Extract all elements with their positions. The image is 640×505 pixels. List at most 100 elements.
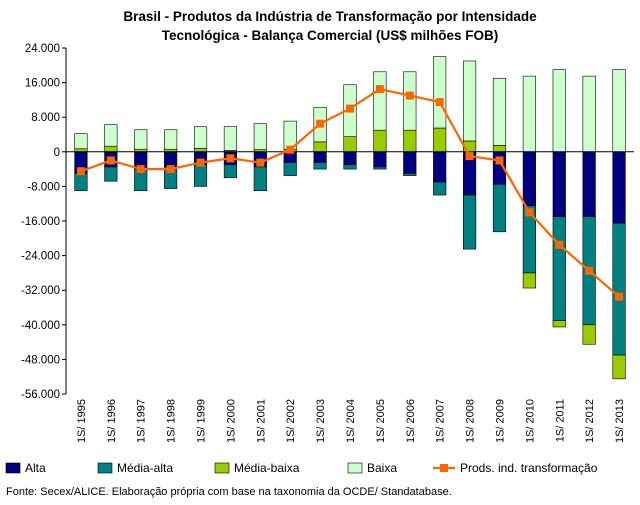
bar-media-alta-11 [373,166,387,170]
line-point-18 [585,266,594,275]
legend-swatch-alta [5,462,21,474]
line-point-15 [495,156,504,165]
y-tick-label: -24.000 [21,251,60,263]
x-tick-label: 1S/ 2009 [494,399,506,443]
x-tick-label: 1S/ 2000 [225,399,237,443]
line-point-9 [316,119,325,128]
line-point-8 [286,145,295,154]
bar-media-alta-12 [403,173,417,176]
bar-media-alta-14 [463,194,477,250]
x-tick-label: 1S/ 2005 [375,399,387,443]
bar-media-alta-1 [74,173,88,192]
bar-baixa-3 [134,129,148,150]
x-tick-label: 1S/ 2003 [315,399,327,443]
bar-media-alta-13 [433,181,447,196]
legend-label-media-alta: Média-alta [117,461,173,475]
bar-alta-17 [552,151,566,217]
bar-media-alta-15 [492,183,507,233]
bar-baixa-11 [373,71,387,131]
line-point-7 [256,158,265,167]
line-point-11 [375,85,384,94]
bar-media-alta-5 [193,164,208,187]
bar-media-alta-2 [104,166,118,182]
legend-label-prods-ind-transformacao: Prods. ind. transformação [460,461,598,475]
bar-baixa-7 [253,123,267,150]
bar-media-baixa-2 [104,145,118,153]
chart-title-line-2: Tecnológica - Balança Comercial (US$ mil… [162,28,499,43]
line-point-5 [196,158,205,167]
bar-media-baixa-12 [403,129,417,153]
source-note: Fonte: Secex/ALICE. Elaboração própria c… [6,486,452,498]
line-point-10 [346,104,354,113]
line-point-17 [555,240,564,249]
bar-media-baixa-13 [433,127,447,153]
bar-baixa-15 [492,77,507,146]
bar-alta-12 [403,151,417,174]
x-tick-label: 1S/ 2001 [255,399,267,443]
line-point-1 [76,167,85,176]
bar-baixa-14 [463,60,477,142]
bar-alta-16 [522,151,536,207]
legend: Alta Média-alta Média-baixa Baixa Prods. ind… [5,461,598,475]
y-tick-label: 16.000 [25,78,60,90]
bar-baixa-2 [104,124,118,147]
x-tick-label: 1S/ 2010 [524,399,536,443]
bar-alta-18 [582,151,596,217]
x-tick-label: 1S/ 1997 [136,399,148,443]
y-tick-label: 24.000 [25,43,60,55]
bar-media-baixa-9 [313,141,327,153]
bar-alta-19 [612,151,626,224]
bar-baixa-13 [433,56,447,129]
line-point-12 [405,91,414,100]
x-tick-label: 1S/ 2008 [465,399,477,443]
bar-baixa-18 [582,75,596,153]
y-tick-label: -16.000 [21,216,60,228]
line-point-4 [166,165,175,174]
line-point-6 [226,154,235,163]
x-tick-label: 1S/ 2004 [345,399,357,443]
y-tick-label: 0 [54,147,60,159]
x-tick-label: 1S/ 1995 [76,399,88,443]
bar-media-alta-10 [343,164,357,170]
bar-media-alta-17 [552,216,566,321]
axis-layer: 24.000 16.000 8.000 0 -8.000 -16.000 -24.000 -3… [21,43,634,443]
bar-media-baixa-18 [582,324,596,345]
legend-label-baixa: Baixa [367,461,397,475]
y-tick-label: -48.000 [21,354,60,366]
bar-media-baixa-16 [522,272,536,289]
legend-label-media-baixa: Média-baixa [234,461,300,475]
bar-baixa-4 [164,129,178,150]
bar-media-baixa-17 [552,320,566,328]
bar-alta-10 [343,151,357,166]
bar-media-alta-8 [283,162,297,176]
bar-baixa-5 [193,126,208,149]
x-tick-label: 1S/ 2012 [584,399,596,443]
x-tick-label: 1S/ 2011 [554,399,566,442]
line-point-16 [525,208,534,217]
line-point-19 [615,292,624,301]
legend-swatch-media-baixa [214,462,230,474]
bar-baixa-19 [612,69,626,153]
chart-title-line-1: Brasil - Produtos da Indústria de Transf… [123,9,537,24]
bar-media-baixa-19 [612,354,626,380]
x-tick-label: 1S/ 1999 [196,399,208,443]
legend-marker-prods-ind-transformacao [440,464,448,472]
bar-alta-11 [373,151,387,168]
bar-baixa-6 [223,126,237,151]
bar-media-baixa-11 [373,129,387,153]
legend-swatch-baixa [347,462,363,474]
bar-alta-9 [313,151,327,163]
y-tick-label: 8.000 [31,112,60,124]
y-tick-label: -32.000 [21,285,60,297]
y-tick-label: -40.000 [21,320,60,332]
x-tick-label: 1S/ 1996 [106,399,118,443]
bar-alta-13 [433,151,447,183]
line-series-layer [76,85,624,301]
x-tick-label: 1S/ 2002 [285,399,297,443]
x-tick-label: 1S/ 2006 [405,399,417,443]
line-point-14 [465,152,474,161]
line-point-13 [435,98,444,107]
x-tick-label: 1S/ 2013 [614,399,626,443]
bar-media-alta-7 [253,166,267,192]
